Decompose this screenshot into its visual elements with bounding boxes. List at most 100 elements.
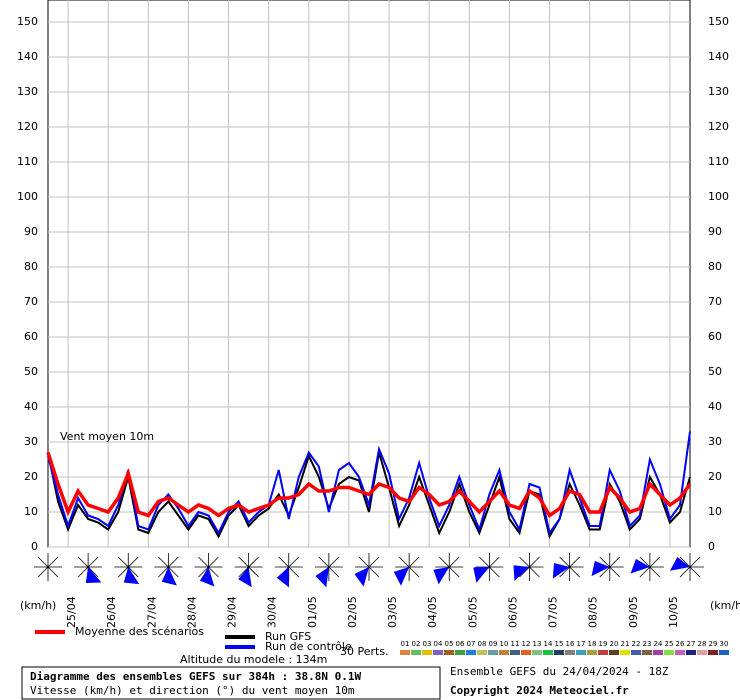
altitude: Altitude du modele : 134m: [180, 653, 327, 666]
perturbation-label: 08: [478, 640, 487, 648]
perturbation-label: 03: [423, 640, 432, 648]
y-tick-label-right: 90: [708, 225, 722, 238]
perturbation-label: 25: [665, 640, 674, 648]
y-tick-label-right: 80: [708, 260, 722, 273]
legend-label: Run GFS: [265, 630, 311, 643]
wind-rose: [238, 567, 252, 588]
perturbation-label: 17: [577, 640, 586, 648]
y-tick-label-right: 50: [708, 365, 722, 378]
y-tick-label-right: 70: [708, 295, 722, 308]
plot-frame: [47, 0, 691, 548]
perturbation-label: 07: [467, 640, 476, 648]
series-line: [47, 452, 691, 540]
wind-rose: [354, 567, 369, 587]
perturbation-label: 10: [500, 640, 509, 648]
wind-rose: [669, 557, 690, 571]
footer-subtitle: Vitesse (km/h) et direction (°) du vent …: [30, 684, 355, 697]
perturbation-label: 23: [643, 640, 652, 648]
perturbation-label: 27: [687, 640, 696, 648]
perturbation-label: 06: [456, 640, 465, 648]
perturbation-swatch: [499, 650, 509, 655]
perturbation-swatch: [466, 650, 476, 655]
y-tick-label-right: 140: [708, 50, 729, 63]
y-tick-label-right: 0: [708, 540, 715, 553]
y-tick-label: 10: [24, 505, 38, 518]
x-tick-label: 25/04: [65, 596, 78, 628]
y-tick-label: 30: [24, 435, 38, 448]
wind-rose: [161, 567, 177, 586]
perturbation-swatch: [620, 650, 630, 655]
series-line: [47, 431, 691, 536]
perturbation-label: 02: [412, 640, 421, 648]
y-tick-label: 0: [31, 540, 38, 553]
perturbations-title: 30 Perts.: [340, 645, 389, 658]
perturbation-label: 09: [489, 640, 498, 648]
wind-rose-cross: [34, 553, 62, 581]
y-tick-label-right: 40: [708, 400, 722, 413]
y-unit-left: (km/h): [20, 599, 56, 612]
y-tick-label: 100: [17, 190, 38, 203]
perturbation-label: 12: [522, 640, 531, 648]
perturbation-swatch: [543, 650, 553, 655]
perturbation-swatch: [510, 650, 520, 655]
perturbation-label: 05: [445, 640, 454, 648]
y-tick-label: 40: [24, 400, 38, 413]
x-tick-label: 01/05: [306, 596, 319, 628]
perturbation-swatch: [554, 650, 564, 655]
perturbation-swatch: [664, 650, 674, 655]
perturbation-swatch: [521, 650, 531, 655]
perturbation-swatch: [686, 650, 696, 655]
perturbation-swatch: [532, 650, 542, 655]
wind-rose: [123, 567, 140, 585]
wind-rose: [85, 567, 102, 583]
perturbation-swatch: [598, 650, 608, 655]
perturbation-label: 26: [676, 640, 685, 648]
wind-rose: [630, 558, 650, 574]
perturbation-label: 13: [533, 640, 542, 648]
wind-rose: [591, 560, 610, 577]
y-tick-label: 90: [24, 225, 38, 238]
perturbation-swatch: [587, 650, 597, 655]
y-tick-label-right: 10: [708, 505, 722, 518]
x-tick-label: 02/05: [346, 596, 359, 628]
x-tick-label: 28/04: [185, 596, 198, 628]
perturbation-swatch: [433, 650, 443, 655]
x-tick-label: 08/05: [587, 596, 600, 628]
perturbation-label: 18: [588, 640, 597, 648]
y-tick-label: 130: [17, 85, 38, 98]
series-line: [46, 451, 692, 519]
x-tick-label: 26/04: [105, 596, 118, 628]
perturbation-swatch: [488, 650, 498, 655]
y-tick-label-right: 30: [708, 435, 722, 448]
y-tick-label: 50: [24, 365, 38, 378]
x-tick-label: 30/04: [266, 596, 279, 628]
perturbation-label: 29: [709, 640, 718, 648]
perturbation-swatch: [444, 650, 454, 655]
x-tick-label: 07/05: [547, 596, 560, 628]
x-tick-label: 05/05: [466, 596, 479, 628]
perturbation-swatch: [565, 650, 575, 655]
perturbation-swatch: [455, 650, 465, 655]
x-tick-label: 10/05: [667, 596, 680, 628]
perturbation-label: 19: [599, 640, 608, 648]
perturbation-label: 16: [566, 640, 575, 648]
perturbation-label: 01: [401, 640, 410, 648]
perturbation-swatch: [675, 650, 685, 655]
y-tick-label-right: 120: [708, 120, 729, 133]
y-tick-label-right: 60: [708, 330, 722, 343]
perturbation-swatch: [609, 650, 619, 655]
perturbation-label: 28: [698, 640, 707, 648]
legend-label: Run de contrôle: [265, 640, 352, 653]
wind-rose: [393, 567, 410, 586]
perturbation-label: 15: [555, 640, 564, 648]
y-tick-label: 110: [17, 155, 38, 168]
y-tick-label: 20: [24, 470, 38, 483]
wind-rose: [473, 567, 490, 583]
x-tick-label: 27/04: [145, 596, 158, 628]
wind-rose: [433, 567, 450, 585]
run-info: Ensemble GEFS du 24/04/2024 - 18Z: [450, 665, 669, 678]
y-tick-label: 140: [17, 50, 38, 63]
y-unit-right: (km/h): [710, 599, 740, 612]
wind-roses: [34, 553, 704, 588]
